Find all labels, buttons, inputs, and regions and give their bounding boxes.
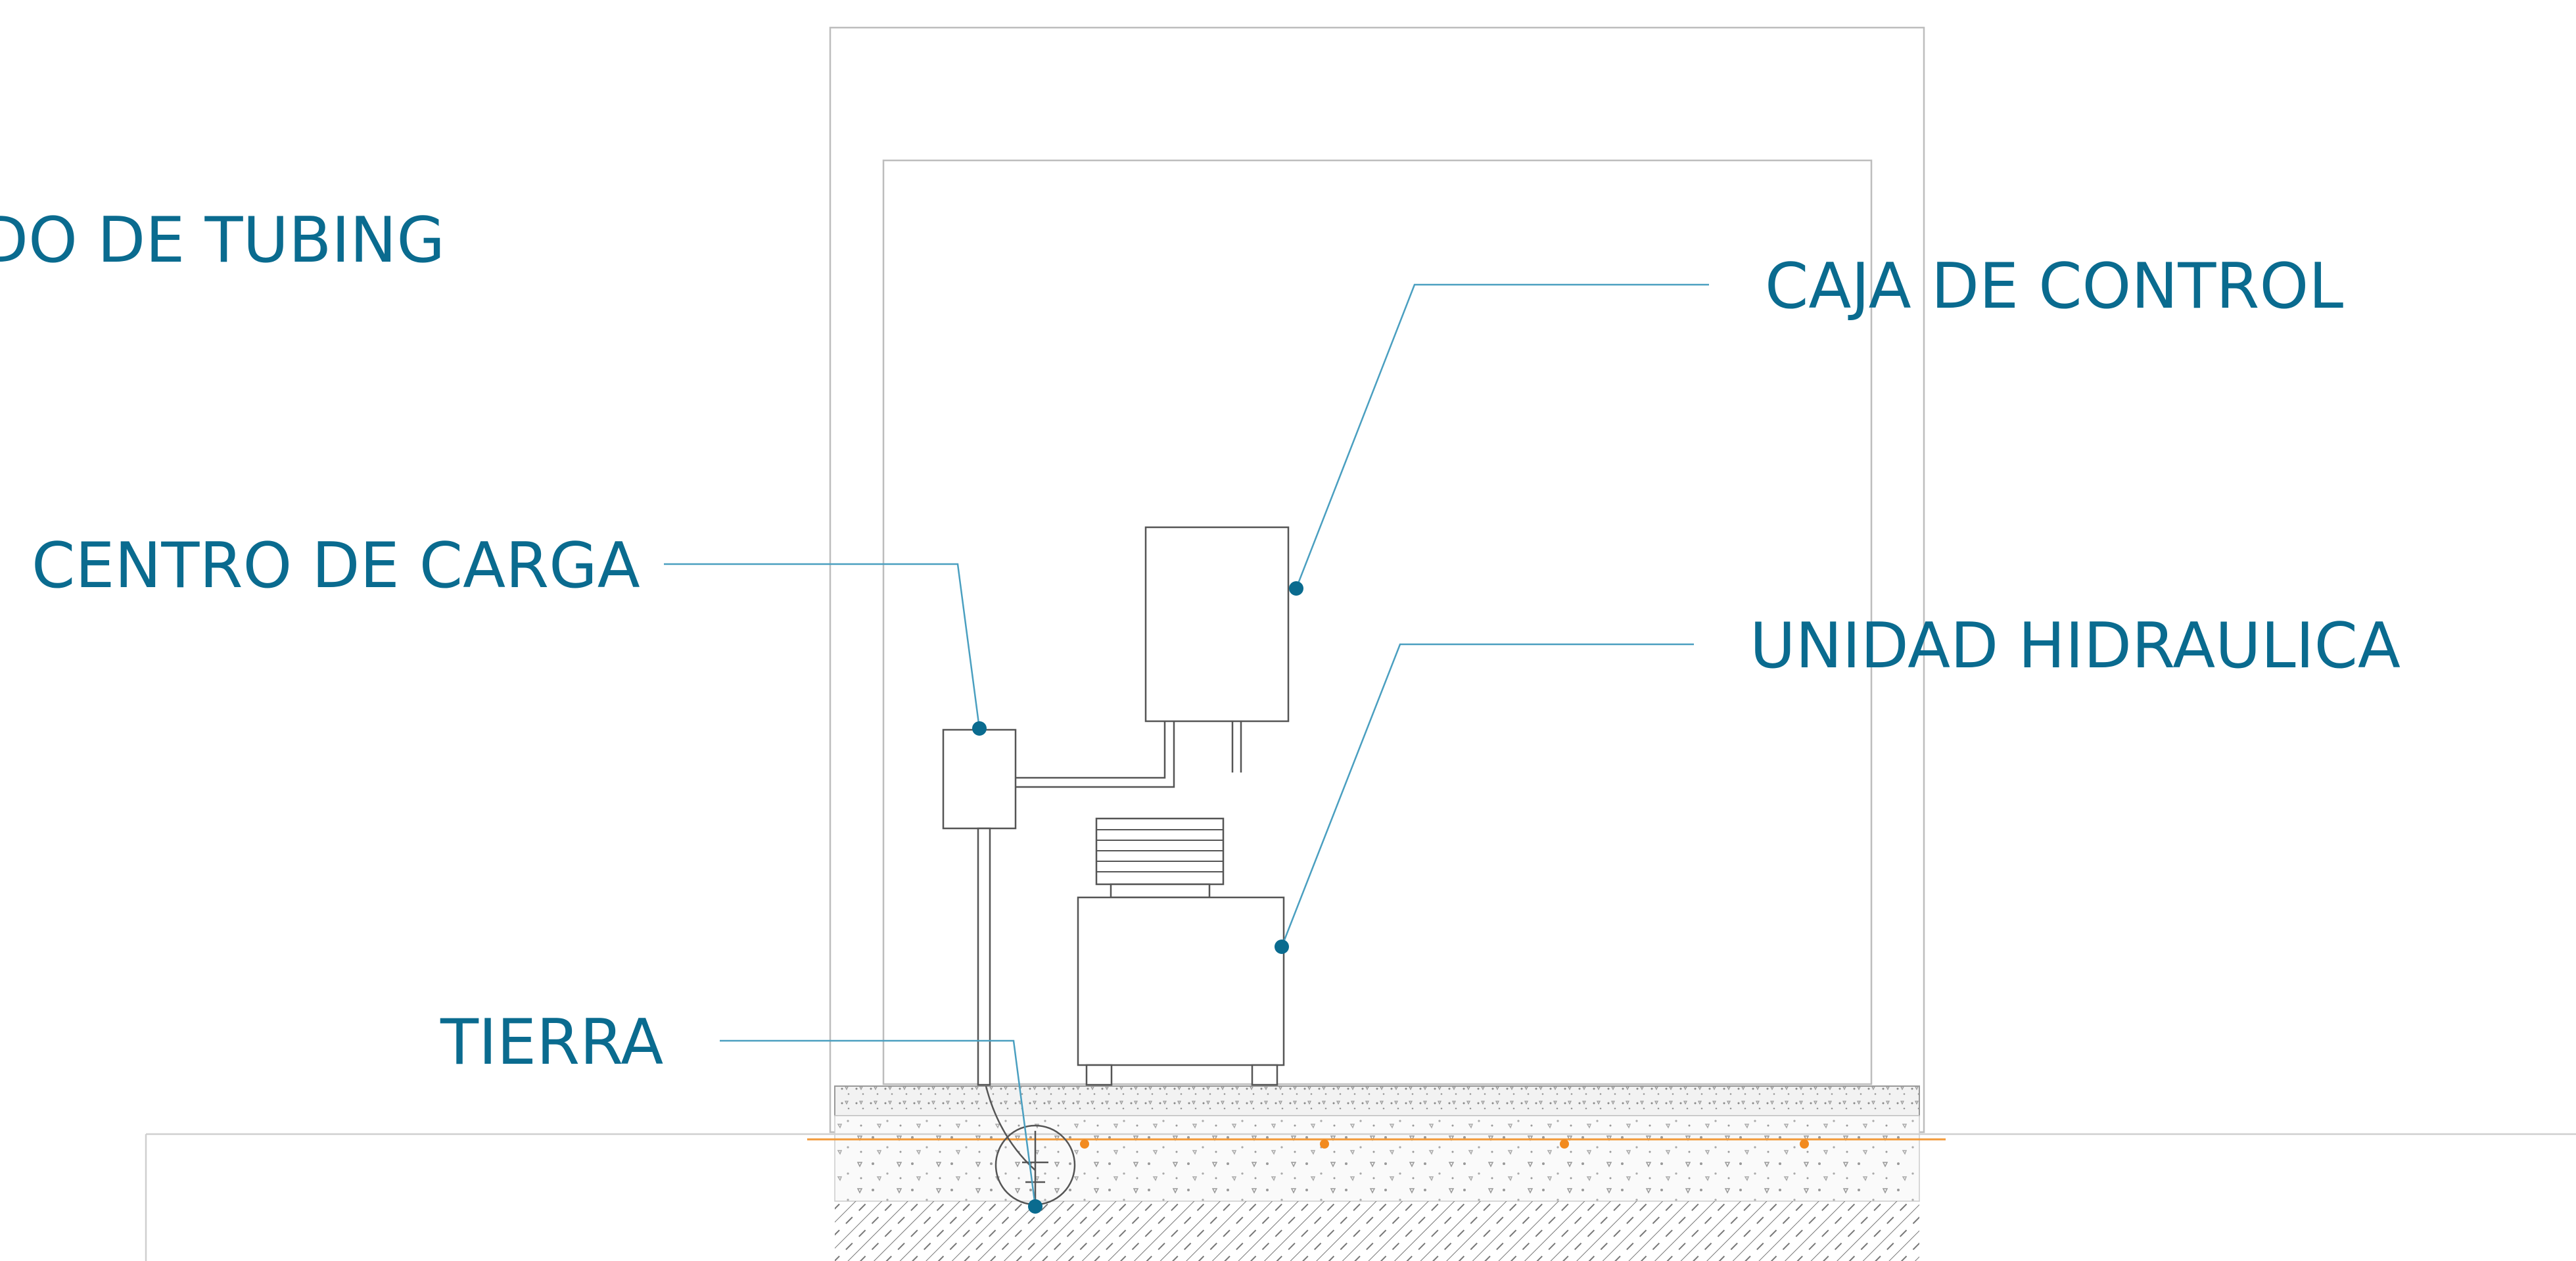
- ground-leader: [720, 1039, 1037, 1207]
- hydraulic-unit-marker: [1275, 940, 1289, 954]
- ground-label: TIERRA: [440, 1007, 663, 1079]
- hydraulic-unit-label: UNIDAD HIDRAULICA: [1750, 610, 2400, 682]
- load-center: [942, 728, 1017, 830]
- inner-enclosure: [882, 159, 1873, 1085]
- outer-enclosure: [829, 26, 1925, 1133]
- control-box-marker: [1289, 581, 1303, 596]
- hydraulic-unit: [1077, 817, 1285, 1086]
- ground-marker: [1028, 1199, 1042, 1214]
- hydraulic-unit-leader: [1280, 643, 1694, 947]
- load-center-leader: [664, 563, 981, 729]
- load-center-label: CENTRO DE CARGA: [32, 530, 640, 602]
- load-center-conduit: [977, 827, 991, 1086]
- concrete-slab: [834, 1085, 1920, 1116]
- conduit-marker: [1560, 1139, 1569, 1149]
- gravel-bed: [834, 1115, 1920, 1202]
- control-box: [1144, 526, 1290, 723]
- conduit-marker: [1080, 1139, 1089, 1149]
- tubing-label: DO DE TUBING: [0, 204, 445, 277]
- control-box-leader: [1295, 283, 1709, 589]
- power-cable: [1016, 721, 1175, 788]
- compacted-soil: [835, 1201, 1919, 1261]
- conduit-marker: [1320, 1139, 1329, 1149]
- conduit-marker: [1800, 1139, 1809, 1149]
- control-box-label: CAJA DE CONTROL: [1765, 250, 2343, 323]
- load-center-marker: [972, 721, 987, 736]
